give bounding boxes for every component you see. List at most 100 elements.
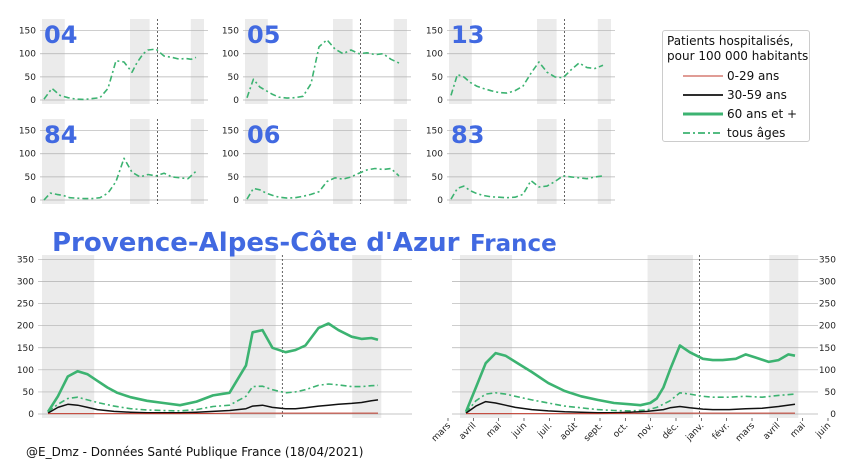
y-tick-label: 50	[432, 173, 444, 183]
series-line-tous-ges	[246, 38, 400, 99]
y-tick-label: 150	[426, 127, 443, 137]
x-tick-label: avril	[458, 421, 479, 442]
x-tick-label: mai	[789, 421, 808, 440]
panel-title: 13	[451, 21, 484, 49]
shaded-period	[647, 255, 694, 418]
shaded-period	[130, 119, 150, 204]
legend-item-0-29: 0-29 ans	[683, 67, 811, 85]
panel-83: 0 50 100 150 83	[426, 119, 615, 206]
series-line-30-59-ans	[465, 400, 796, 414]
shaded-period	[333, 19, 353, 104]
panel-04: 0 50 100 150 04	[19, 19, 208, 106]
y-tick-label: 150	[19, 127, 36, 137]
x-tick-label: avril	[762, 421, 783, 442]
legend-label-30-59: 30-59 ans	[727, 88, 787, 102]
series-line-0-29-ans	[48, 412, 378, 415]
legend-item-30-59: 30-59 ans	[683, 86, 811, 104]
panel-05: 0 50 100 150 05	[222, 19, 411, 106]
panel-title: 04	[44, 21, 77, 49]
x-tick-label: sept.	[582, 421, 605, 444]
legend-item-all-ages: tous âges	[683, 124, 811, 142]
shaded-period	[597, 19, 611, 104]
y-tick-label: 150	[222, 27, 239, 37]
x-tick-label: déc.	[660, 420, 681, 441]
y-tick-label: 0	[30, 96, 36, 106]
series-line-30-59-ans	[47, 399, 379, 414]
y-tick-label: 350	[17, 255, 34, 265]
y-tick-label: 150	[17, 344, 34, 354]
shaded-period	[245, 119, 268, 204]
x-tick-label: mars	[734, 421, 757, 444]
y-tick-label: 50	[23, 388, 35, 398]
series-line-tous-ges	[465, 391, 796, 414]
shaded-period	[333, 119, 353, 204]
x-tick-label: juin	[814, 421, 833, 440]
legend-label-0-29: 0-29 ans	[727, 69, 780, 83]
y-tick-label: 50	[825, 388, 837, 398]
legend-label-60-plus: 60 ans et +	[727, 107, 798, 121]
y-tick-label: 100	[222, 150, 239, 160]
legend-title-line2: pour 100 000 habitants	[667, 49, 809, 63]
y-tick-label: 100	[19, 50, 36, 60]
y-tick-label: 100	[19, 150, 36, 160]
shaded-period	[352, 255, 382, 418]
shaded-period	[537, 119, 557, 204]
y-tick-label: 0	[437, 96, 443, 106]
panel-13: 0 50 100 150 13	[426, 19, 615, 106]
y-tick-label: 150	[819, 344, 836, 354]
y-tick-label: 0	[28, 410, 34, 420]
x-tick-label: mai	[485, 421, 504, 440]
x-tick-label: janv.	[684, 421, 707, 444]
shaded-period	[42, 255, 95, 418]
shaded-period	[190, 19, 204, 104]
y-tick-label: 0	[437, 196, 443, 206]
y-tick-label: 50	[25, 173, 37, 183]
x-tick-label: juil.	[535, 421, 554, 440]
legend-title-line1: Patients hospitalisés,	[667, 34, 794, 48]
x-tick-label: mars	[430, 421, 453, 444]
y-tick-label: 350	[819, 255, 836, 265]
y-tick-label: 50	[228, 73, 240, 83]
y-tick-label: 300	[17, 278, 34, 288]
y-tick-label: 200	[17, 322, 34, 332]
shaded-period	[769, 255, 799, 418]
region-title: Provence-Alpes-Côte d'Azur	[52, 228, 460, 258]
shaded-period	[130, 19, 150, 104]
panel-84: 0 50 100 150 84	[19, 119, 208, 206]
series-line-tous-ges	[246, 167, 400, 200]
series-line-60-ans-et	[46, 322, 379, 413]
country-title: France	[470, 231, 557, 257]
y-tick-label: 50	[25, 73, 37, 83]
x-tick-label: août	[558, 421, 580, 443]
y-tick-label: 250	[17, 300, 34, 310]
shaded-period	[42, 119, 65, 204]
y-tick-label: 0	[233, 96, 239, 106]
x-tick-label: févr.	[710, 420, 732, 442]
shaded-period	[537, 19, 557, 104]
shaded-period	[393, 19, 407, 104]
x-tick-label: nov.	[635, 421, 655, 441]
y-tick-label: 150	[426, 27, 443, 37]
series-line-60-ans-et	[464, 344, 796, 413]
shaded-period	[393, 119, 407, 204]
shaded-period	[449, 19, 472, 104]
y-tick-label: 0	[233, 196, 239, 206]
legend: Patients hospitalisés, pour 100 000 habi…	[662, 30, 810, 142]
panel-title: 06	[247, 121, 280, 149]
y-tick-label: 100	[819, 366, 836, 376]
shaded-period	[245, 19, 268, 104]
y-tick-label: 300	[819, 278, 836, 288]
y-tick-label: 100	[17, 366, 34, 376]
footer-source: @E_Dmz - Données Santé Publique France (…	[26, 445, 364, 459]
panel-title: 83	[451, 121, 484, 149]
y-tick-label: 50	[228, 173, 240, 183]
panel-06: 0 50 100 150 06	[222, 119, 411, 206]
y-tick-label: 100	[426, 50, 443, 60]
shaded-period	[597, 119, 611, 204]
y-tick-label: 150	[222, 127, 239, 137]
series-line-tous-ges	[450, 61, 604, 96]
y-tick-label: 100	[222, 50, 239, 60]
shaded-period	[190, 119, 204, 204]
